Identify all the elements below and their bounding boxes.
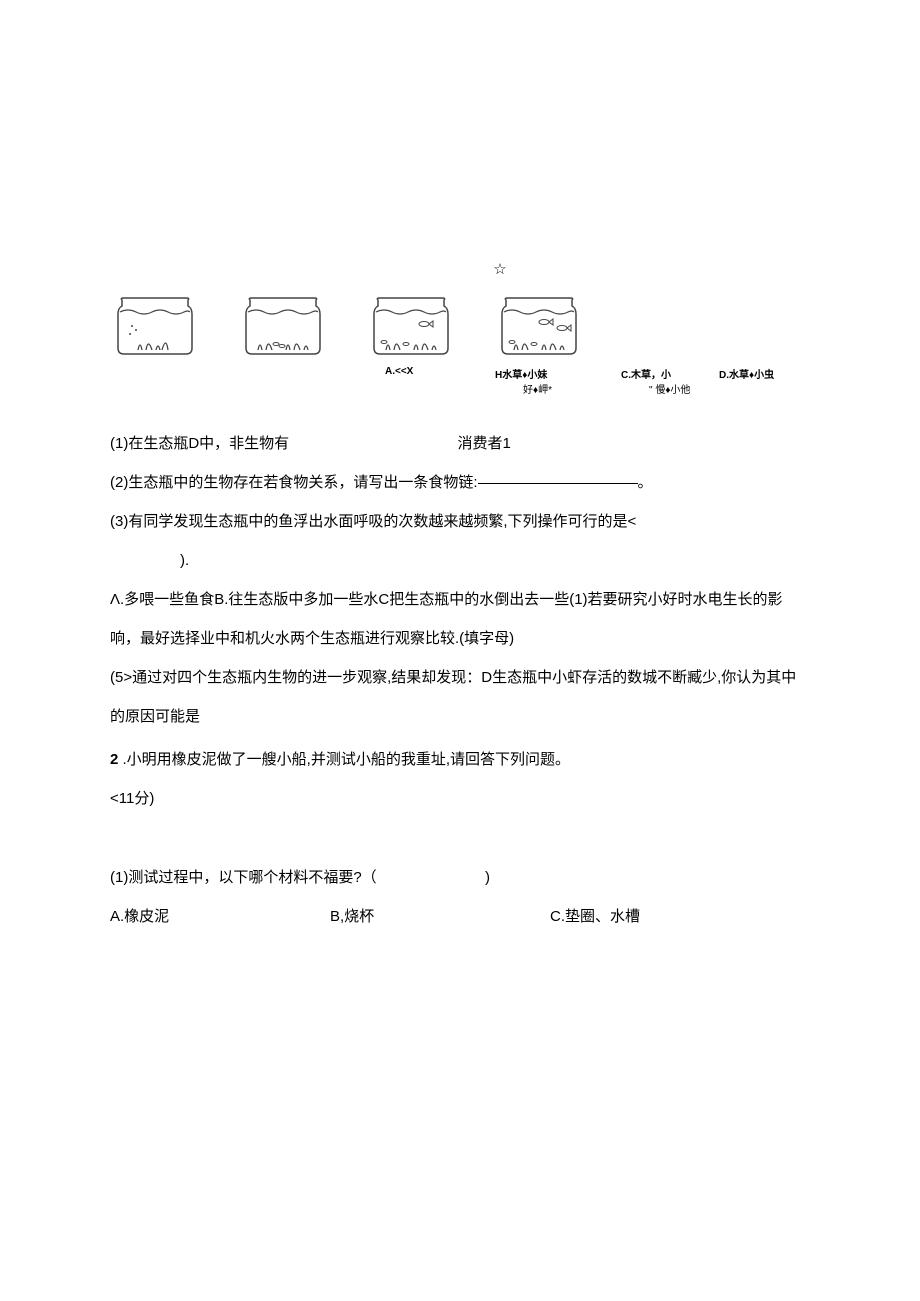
q1-1-text-a: (1)在生态瓶D中，非生物有 [110, 435, 289, 452]
label-a: A.<<X [385, 366, 475, 396]
q2-sub1-text: (1)测试过程中，以下哪个材料不福要?（ [110, 869, 377, 886]
q2-opt-b: B,烧杯 [330, 897, 550, 936]
q1-3-cont: ). [110, 541, 810, 580]
label-c: C.木草，小 " 慢♦小他 [621, 366, 701, 396]
q2-text: .小明用橡皮泥做了一艘小船,并测试小船的我重址,请回答下列问题。 [118, 751, 570, 768]
label-b: H水草♦小妹 好♦岬* [495, 366, 595, 396]
q2: 2 .小明用橡皮泥做了一艘小船,并测试小船的我重址,请回答下列问题。 [110, 740, 810, 779]
q1-1: (1)在生态瓶D中，非生物有 消费者1 [110, 424, 810, 463]
q1-4: Λ.多喂一些鱼食B.往生态版中多加一些水C把生态瓶中的水倒出去一些(1)若要研究… [110, 580, 810, 658]
q1-3: (3)有同学发现生态瓶中的鱼浮出水面呼吸的次数越来越频繁,下列操作可行的是< [110, 502, 810, 541]
q1-1-text-b: 消费者1 [458, 435, 511, 452]
q2-opt-a: A.橡皮泥 [110, 897, 330, 936]
q2-sub1: (1)测试过程中，以下哪个材料不福要?（ ) [110, 858, 810, 897]
blank-line [478, 483, 638, 484]
bottle-c-image [366, 294, 456, 358]
bottle-labels-row: A.<<X H水草♦小妹 好♦岬* C.木草，小 " 慢♦小他 D.水草♦小虫 [110, 366, 810, 396]
star-marker: ☆ [190, 260, 810, 278]
q1-2-text: (2)生态瓶中的生物存在若食物关系，请写出一条食物链: [110, 474, 478, 491]
bottle-a-image [110, 294, 200, 358]
q2-sub1-end: ) [485, 869, 490, 886]
q2-options: A.橡皮泥 B,烧杯 C.垫圈、水槽 [110, 897, 810, 936]
bottle-row [110, 294, 810, 358]
bottle-b-image [238, 294, 328, 358]
q1-2: (2)生态瓶中的生物存在若食物关系，请写出一条食物链: 。 [110, 463, 810, 502]
q1-5: (5>通过对四个生态瓶内生物的进一步观察,结果却发现：D生态瓶中小虾存活的数城不… [110, 658, 810, 736]
q1-2-end: 。 [638, 474, 653, 491]
q2-points: <11分) [110, 779, 810, 818]
label-d: D.水草♦小虫 [719, 366, 809, 396]
q2-opt-c: C.垫圈、水槽 [550, 897, 810, 936]
bottle-d-image [494, 294, 584, 358]
